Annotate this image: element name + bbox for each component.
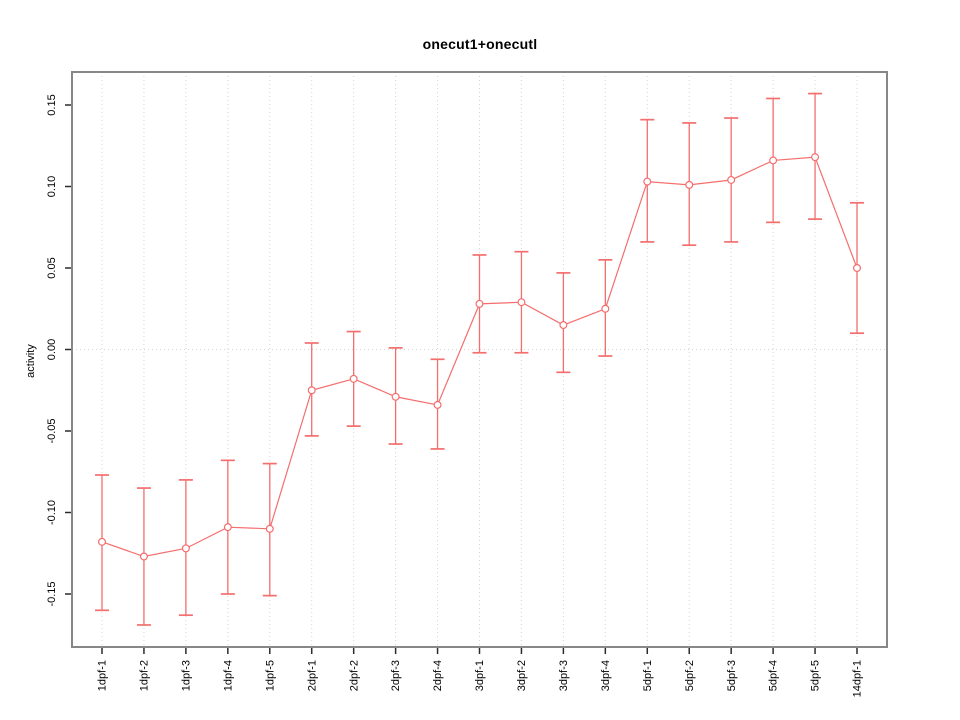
y-tick-label: 0.00 — [46, 339, 58, 360]
x-tick-label: 3dpf-4 — [600, 660, 612, 691]
data-point — [601, 304, 610, 313]
y-tick-label: 0.05 — [46, 257, 58, 278]
x-tick-label: 5dpf-1 — [642, 660, 654, 691]
y-tick-label: 0.10 — [46, 176, 58, 197]
x-tick-label: 5dpf-3 — [726, 660, 738, 691]
x-tick-label: 1dpf-2 — [139, 660, 151, 691]
x-tick-label: 2dpf-2 — [348, 660, 360, 691]
data-point — [349, 374, 358, 383]
y-tick-label: -0.05 — [46, 418, 58, 443]
y-tick-label: -0.15 — [46, 581, 58, 606]
x-tick-label: 2dpf-3 — [390, 660, 402, 691]
x-tick-label: 2dpf-4 — [432, 660, 444, 691]
x-tick-label: 5dpf-2 — [684, 660, 696, 691]
data-point — [811, 153, 820, 162]
data-point — [391, 392, 400, 401]
data-point — [643, 177, 652, 186]
data-point — [433, 400, 442, 409]
x-tick-label: 3dpf-3 — [558, 660, 570, 691]
data-point — [559, 321, 568, 330]
data-point — [97, 537, 106, 546]
y-tick-label: -0.10 — [46, 500, 58, 525]
data-point — [727, 175, 736, 184]
data-point — [517, 298, 526, 307]
data-point — [181, 544, 190, 553]
data-point — [265, 524, 274, 533]
x-tick-label: 1dpf-5 — [264, 660, 276, 691]
data-point — [769, 156, 778, 165]
data-point — [139, 552, 148, 561]
x-tick-label: 2dpf-1 — [306, 660, 318, 691]
data-point — [307, 386, 316, 395]
chart-title: onecut1+onecutl — [422, 36, 538, 52]
x-tick-label: 5dpf-4 — [768, 660, 780, 691]
data-point — [685, 180, 694, 189]
plot-frame — [71, 71, 888, 648]
x-tick-label: 1dpf-3 — [181, 660, 193, 691]
data-point — [852, 264, 861, 273]
x-tick-label: 1dpf-1 — [97, 660, 109, 691]
x-tick-label: 1dpf-4 — [222, 660, 234, 691]
data-point — [223, 523, 232, 532]
y-tick-label: 0.15 — [46, 94, 58, 115]
x-tick-label: 14dpf-1 — [852, 660, 864, 697]
x-tick-label: 5dpf-5 — [810, 660, 822, 691]
x-tick-label: 3dpf-2 — [516, 660, 528, 691]
data-point — [475, 299, 484, 308]
x-tick-label: 3dpf-1 — [474, 660, 486, 691]
